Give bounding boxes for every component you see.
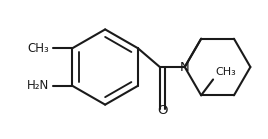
Text: CH₃: CH₃ [28, 42, 50, 55]
Text: O: O [157, 104, 168, 116]
Text: CH₃: CH₃ [215, 66, 236, 76]
Text: N: N [180, 60, 190, 74]
Text: H₂N: H₂N [27, 79, 50, 92]
